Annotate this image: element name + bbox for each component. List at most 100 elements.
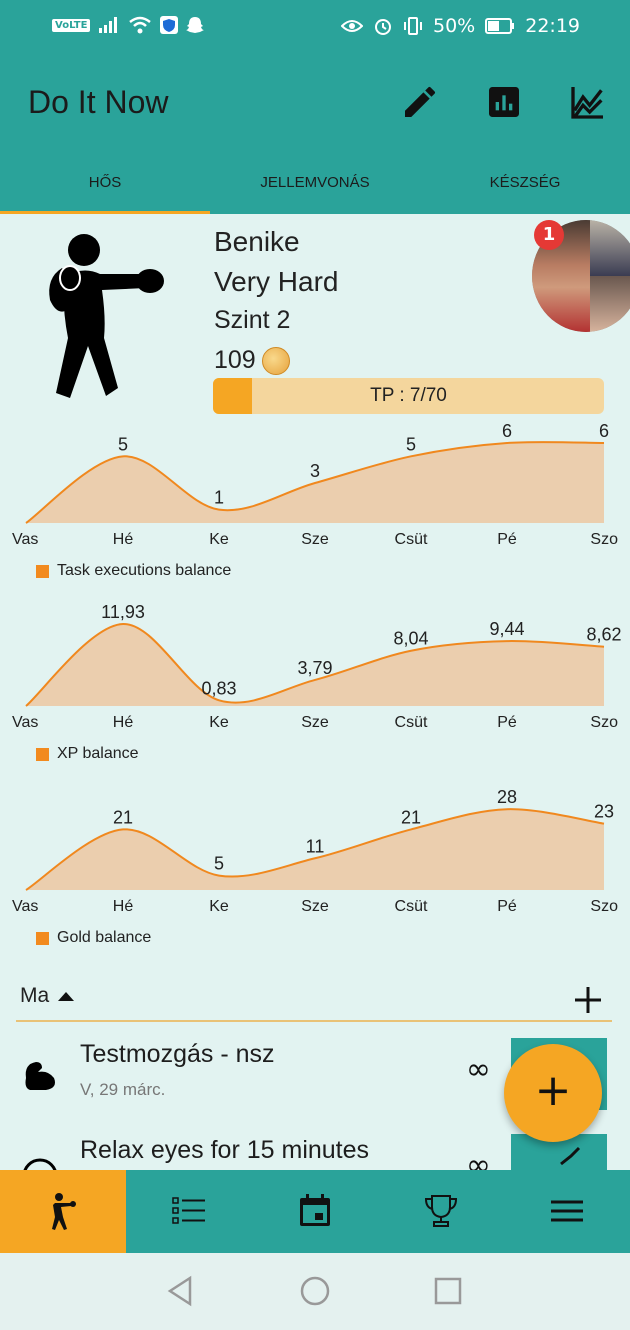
chart-data-label: 11 xyxy=(306,836,325,856)
bar-chart-icon[interactable] xyxy=(484,82,524,122)
today-label: Ma xyxy=(20,984,50,1007)
xp-balance-chart: 11,93 0,83 3,79 8,04 9,44 8,62 Vas Hé Ke Sze Csüt P… xyxy=(12,602,622,731)
chart-data-label: 21 xyxy=(401,807,421,827)
snapchat-icon xyxy=(186,17,205,33)
shield-app-icon xyxy=(160,16,179,34)
tp-progress-bar: TP : 7/70 xyxy=(213,378,604,414)
caret-up-icon xyxy=(58,992,75,1001)
flexed-arm-icon xyxy=(25,1062,55,1090)
chart-tick-label: Csüt xyxy=(395,531,428,548)
nav-calendar[interactable] xyxy=(252,1170,378,1253)
add-task-icon[interactable] xyxy=(572,984,604,1016)
tp-progress-fill xyxy=(213,378,253,414)
battery-percent: 50% xyxy=(433,15,476,37)
legend-label: XP balance xyxy=(57,745,139,762)
chart-tick-label: Sze xyxy=(301,531,329,548)
hero-difficulty: Very Hard xyxy=(214,266,339,297)
chart-legend: Task executions balance xyxy=(36,562,231,580)
chart-tick-label: Szo xyxy=(590,714,618,731)
tab-traits[interactable]: JELLEMVONÁS xyxy=(260,174,370,191)
nav-menu[interactable] xyxy=(504,1170,630,1253)
chart-data-label: 21 xyxy=(113,807,133,827)
gold-balance-chart: 21 5 11 21 28 23 Vas Hé Ke Sze Csüt Pé Szo xyxy=(12,787,618,915)
calendar-icon xyxy=(300,1194,330,1226)
eye-icon xyxy=(341,20,363,32)
chart-data-label: 0,83 xyxy=(201,678,236,698)
chart-tick-label: Ke xyxy=(209,531,229,548)
chart-data-label: 8,62 xyxy=(586,625,621,645)
wifi-icon xyxy=(129,16,152,34)
chart-data-label: 28 xyxy=(497,787,517,807)
legend-swatch xyxy=(36,564,49,578)
volte-icon: VoLTE xyxy=(52,18,91,32)
checklist-icon xyxy=(172,1197,205,1224)
chart-data-label: 11,93 xyxy=(101,602,145,622)
chart-tick-label: Hé xyxy=(113,531,134,548)
hero-name: Benike xyxy=(214,226,300,257)
task-name: Relax eyes for 15 minutes xyxy=(80,1136,370,1164)
system-nav-bar xyxy=(0,1253,630,1330)
tab-bar: HŐS JELLEMVONÁS KÉSZSÉG xyxy=(0,156,630,214)
vibrate-icon xyxy=(404,17,422,35)
boxer-icon xyxy=(52,1193,76,1230)
chart-tick-label: Szo xyxy=(590,531,618,548)
chart-legend: Gold balance xyxy=(36,929,151,947)
chart-tick-label: Csüt xyxy=(395,714,428,731)
app-title: Do It Now xyxy=(28,84,169,120)
chart-data-label: 6 xyxy=(599,421,609,441)
trophy-icon xyxy=(424,1195,458,1227)
today-filter[interactable]: Ma xyxy=(20,984,75,1008)
tab-skills[interactable]: KÉSZSÉG xyxy=(489,174,561,191)
nav-tasks[interactable] xyxy=(126,1170,252,1253)
recents-icon[interactable] xyxy=(430,1273,466,1309)
chart-data-label: 1 xyxy=(214,488,224,508)
chart-data-label: 3 xyxy=(310,461,320,481)
chart-tick-label: Pé xyxy=(497,898,517,915)
chart-tick-label: Sze xyxy=(301,898,329,915)
hero-level: Szint 2 xyxy=(214,306,291,334)
hamburger-menu-icon xyxy=(551,1200,583,1222)
friend-photo xyxy=(590,276,630,332)
chart-data-label: 5 xyxy=(214,854,224,874)
chart-tick-label: Hé xyxy=(113,714,134,731)
clock: 22:19 xyxy=(525,15,580,37)
home-icon[interactable] xyxy=(297,1273,333,1309)
chart-tick-label: Pé xyxy=(497,531,517,548)
task-name: Testmozgás - nsz xyxy=(80,1040,275,1068)
chart-tick-label: Ke xyxy=(209,898,229,915)
hero-gold: 109 xyxy=(214,346,339,375)
chart-legend: XP balance xyxy=(36,745,139,763)
divider xyxy=(16,1020,612,1022)
chart-tick-label: Pé xyxy=(497,714,517,731)
coin-icon xyxy=(261,346,290,375)
app-bar: Do It Now xyxy=(0,56,630,156)
chart-data-label: 5 xyxy=(118,434,128,454)
tp-progress-label: TP : 7/70 xyxy=(370,385,447,406)
line-chart-icon[interactable] xyxy=(568,82,608,122)
chart-area-fill xyxy=(26,442,604,523)
tab-hero[interactable]: HŐS xyxy=(0,156,210,214)
legend-swatch xyxy=(36,931,49,945)
notification-badge: 1 xyxy=(534,220,564,250)
battery-icon xyxy=(485,18,515,34)
add-fab-button[interactable]: + xyxy=(504,1044,602,1142)
boxer-figure-icon xyxy=(49,234,164,398)
nav-achievements[interactable] xyxy=(378,1170,504,1253)
repeat-infinite-icon: ∞ xyxy=(466,1052,491,1087)
back-icon[interactable] xyxy=(162,1273,198,1309)
chart-tick-label: Csüt xyxy=(395,898,428,915)
chart-tick-label: Hé xyxy=(113,898,134,915)
chart-data-label: 23 xyxy=(594,802,614,822)
friend-photo xyxy=(590,220,630,276)
chart-tick-label: Ke xyxy=(209,714,229,731)
chart-tick-label: Vas xyxy=(12,531,38,548)
status-bar: VoLTE 50% 22:19 xyxy=(0,0,630,56)
legend-label: Task executions balance xyxy=(57,562,232,579)
check-icon xyxy=(560,1146,581,1166)
chart-data-label: 8,04 xyxy=(393,629,428,649)
gold-amount: 109 xyxy=(214,346,256,374)
task-date: V, 29 márc. xyxy=(80,1080,166,1099)
chart-tick-label: Sze xyxy=(301,714,329,731)
edit-icon[interactable] xyxy=(400,82,440,122)
nav-hero[interactable] xyxy=(0,1170,126,1253)
